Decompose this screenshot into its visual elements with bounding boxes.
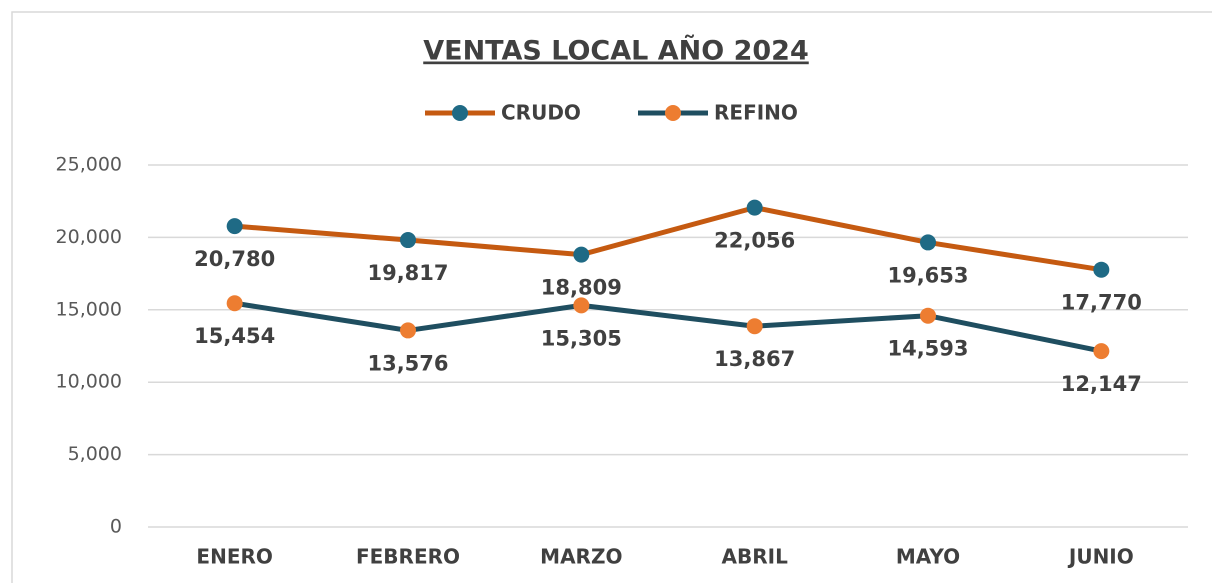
data-label: 12,147 [1061, 372, 1142, 396]
y-tick-label: 0 [110, 516, 122, 538]
point [746, 318, 763, 335]
point [226, 218, 243, 235]
x-tick-label: MAYO [896, 545, 960, 569]
point [1093, 343, 1110, 360]
point [573, 297, 590, 314]
data-label: 19,653 [887, 263, 968, 287]
y-tick-label: 25,000 [56, 154, 122, 176]
x-tick-label: JUNIO [1067, 545, 1134, 569]
x-tick-label: ABRIL [722, 545, 789, 569]
series-line [234, 300, 1102, 354]
x-tick-label: ENERO [196, 545, 272, 569]
point [226, 295, 243, 312]
point [1093, 261, 1110, 278]
chart-title: VENTAS LOCAL AÑO 2024 [423, 35, 809, 67]
chart-frame [11, 11, 1212, 583]
data-label: 15,454 [194, 324, 275, 348]
legend-marker [665, 105, 681, 121]
x-tick-label: MARZO [540, 545, 622, 569]
legend-marker [452, 105, 468, 121]
data-label: 17,770 [1061, 291, 1142, 315]
data-label: 18,809 [541, 276, 622, 300]
point [573, 246, 590, 263]
y-tick-label: 15,000 [56, 298, 122, 320]
series-line [234, 205, 1102, 273]
point [400, 322, 416, 339]
data-label: 13,867 [714, 347, 795, 371]
y-tick-label: 20,000 [56, 226, 122, 248]
data-label: 15,305 [541, 326, 622, 350]
data-label: 19,817 [367, 261, 448, 285]
data-label: 13,576 [367, 351, 448, 375]
data-label: 22,056 [714, 229, 795, 253]
x-tick-label: FEBRERO [356, 545, 460, 569]
point [920, 234, 936, 251]
legend-label: CRUDO [501, 101, 581, 125]
data-label: 20,780 [194, 247, 275, 271]
point [920, 307, 936, 324]
y-tick-label: 10,000 [56, 371, 122, 393]
point [400, 232, 416, 249]
legend-label: REFINO [714, 101, 798, 125]
data-label: 14,593 [887, 337, 968, 361]
point [746, 199, 763, 216]
y-tick-label: 5,000 [68, 443, 122, 465]
